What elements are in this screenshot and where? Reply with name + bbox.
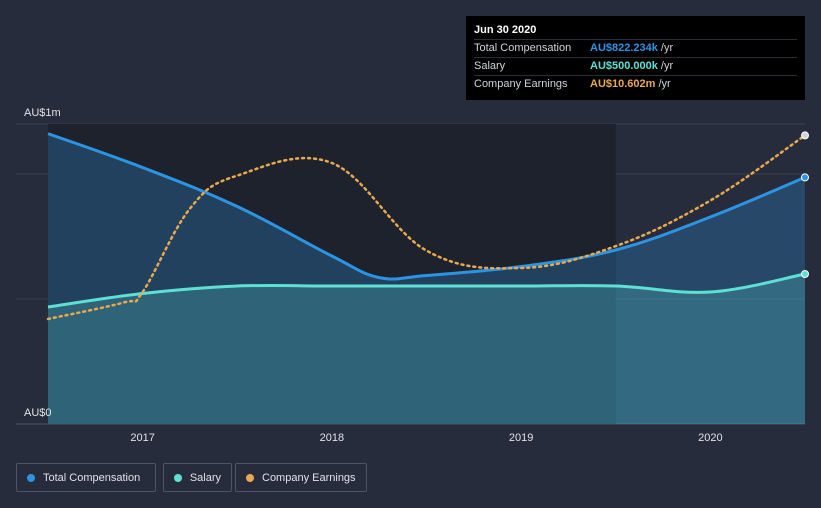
x-axis: 2017 2018 2019 2020 bbox=[130, 432, 722, 444]
tooltip-row-company-earnings: Company Earnings AU$10.602m /yr bbox=[474, 75, 797, 92]
legend-label: Salary bbox=[189, 471, 221, 484]
company-earnings-endpoint bbox=[801, 131, 809, 140]
y-tick-label: AU$0 bbox=[24, 407, 52, 419]
legend-label: Company Earnings bbox=[262, 471, 356, 484]
tooltip-value: AU$822.234k bbox=[590, 42, 658, 54]
tooltip-date: Jun 30 2020 bbox=[474, 24, 537, 36]
total-compensation-area bbox=[48, 133, 805, 424]
tooltip-unit: /yr bbox=[660, 42, 674, 54]
series-endpoints bbox=[801, 131, 809, 278]
x-tick-label: 2018 bbox=[320, 432, 344, 444]
tooltip-row-salary: Salary AU$500.000k /yr bbox=[474, 57, 797, 74]
x-tick-label: 2020 bbox=[698, 432, 722, 444]
tooltip-unit: /yr bbox=[660, 60, 674, 72]
company-earnings-line bbox=[46, 134, 807, 321]
y-axis: AU$1m AU$0 bbox=[24, 107, 61, 419]
legend-item-total-compensation[interactable]: Total Compensation bbox=[16, 463, 156, 492]
tooltip-unit: /yr bbox=[658, 78, 671, 90]
salary-endpoint bbox=[801, 270, 809, 278]
highlight-region bbox=[48, 124, 616, 424]
tooltip-label: Salary bbox=[474, 60, 506, 72]
legend-item-salary[interactable]: Salary bbox=[163, 463, 232, 492]
legend-item-company-earnings[interactable]: Company Earnings bbox=[235, 463, 367, 492]
tooltip-value: AU$500.000k bbox=[590, 60, 658, 72]
legend-dot-icon bbox=[27, 473, 35, 482]
x-tick-label: 2017 bbox=[130, 432, 154, 444]
x-tick-label: 2019 bbox=[509, 432, 533, 444]
series-lines bbox=[46, 132, 807, 321]
series-areas bbox=[48, 133, 805, 424]
tooltip-value: AU$10.602m bbox=[590, 78, 656, 90]
legend-dot-icon bbox=[174, 473, 182, 482]
tooltip-row-total-compensation: Total Compensation AU$822.234k /yr bbox=[474, 39, 797, 56]
total-compensation-endpoint bbox=[801, 173, 809, 182]
tooltip-label: Total Compensation bbox=[474, 42, 572, 54]
legend-dot-icon bbox=[246, 473, 254, 482]
tooltip-label: Company Earnings bbox=[474, 78, 568, 90]
legend-label: Total Compensation bbox=[43, 471, 141, 484]
salary-line bbox=[47, 272, 806, 309]
tooltip: Jun 30 2020 Total Compensation AU$822.23… bbox=[466, 16, 805, 100]
total-compensation-line bbox=[47, 132, 806, 281]
salary-area bbox=[48, 274, 805, 424]
y-tick-label: AU$1m bbox=[24, 107, 61, 119]
